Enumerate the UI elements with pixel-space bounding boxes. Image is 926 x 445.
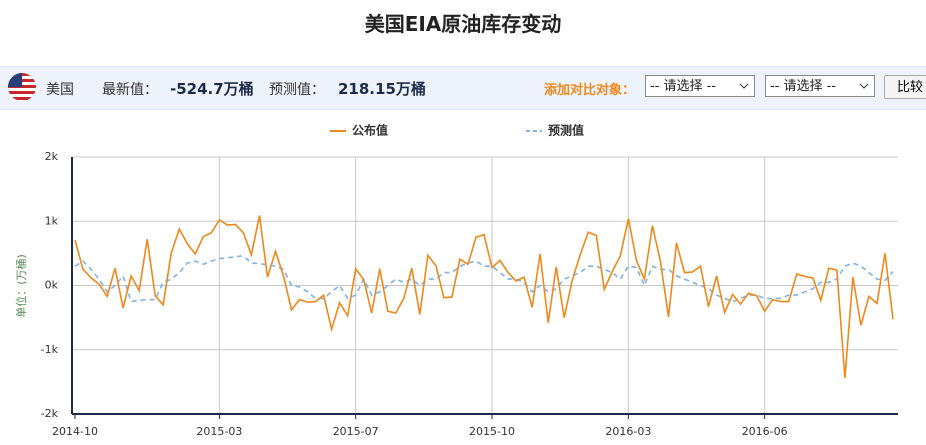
toolbar: 美国 最新值： -524.7万桶 预测值： 218.15万桶 添加对比对象： -…: [0, 66, 926, 110]
select-text: -- 请选择 --: [650, 79, 717, 94]
x-tick-label: 2016-06: [742, 425, 788, 438]
x-tick-label: 2015-10: [469, 425, 515, 438]
forecast-value: 218.15万桶: [338, 80, 426, 98]
page-title: 美国EIA原油库存变动: [364, 12, 562, 36]
compare-button[interactable]: 比较: [884, 75, 926, 99]
latest-label: 最新值：: [102, 82, 158, 98]
flag-icon: [8, 73, 36, 101]
series-line: [74, 255, 894, 303]
compare-select[interactable]: -- 请选择 --: [765, 75, 875, 97]
select-text: -- 请选择 --: [770, 79, 837, 94]
x-tick-label: 2014-10: [52, 425, 98, 438]
legend-label: 预测值: [548, 123, 584, 138]
series-line: [74, 215, 894, 379]
select-arrow: [739, 83, 749, 89]
y-tick-label: -1k: [41, 343, 59, 356]
compare-select[interactable]: -- 请选择 --: [645, 75, 755, 97]
y-axis-title: 单位：(万桶): [14, 254, 28, 318]
y-tick-label: -2k: [41, 407, 59, 420]
latest-value: -524.7万桶: [170, 80, 254, 98]
y-tick-label: 0k: [45, 279, 59, 292]
country: 美国: [46, 82, 74, 98]
select-arrow: [859, 83, 869, 89]
x-tick-label: 2015-07: [333, 425, 379, 438]
x-tick-label: 2016-03: [605, 425, 651, 438]
x-tick-label: 2015-03: [196, 425, 242, 438]
legend-label: 公布值: [352, 123, 388, 138]
y-tick-label: 1k: [45, 214, 59, 227]
forecast-label: 预测值：: [269, 82, 325, 98]
compare-label: 添加对比对象：: [544, 83, 636, 98]
y-tick-label: 2k: [45, 150, 59, 163]
